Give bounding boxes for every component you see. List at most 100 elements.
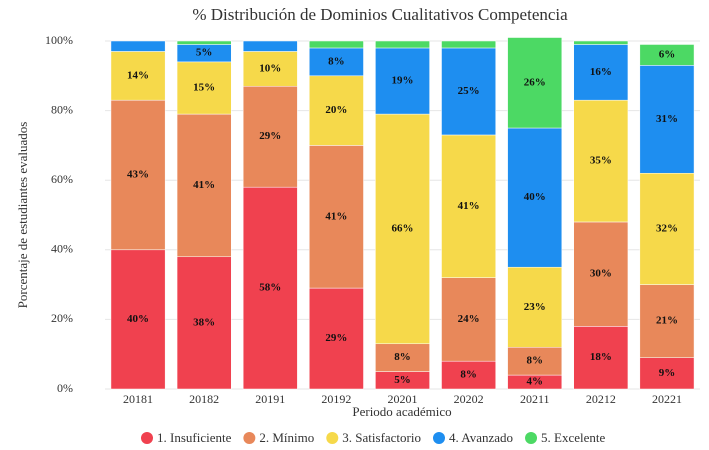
data-label: 31% <box>656 113 678 125</box>
data-label: 21% <box>656 315 678 327</box>
data-label: 15% <box>193 82 215 94</box>
bar-segment <box>309 145 364 289</box>
bar-segment <box>639 44 695 66</box>
x-tick-label: 20221 <box>652 392 682 406</box>
x-tick-label: 20192 <box>321 392 351 406</box>
data-label: 29% <box>325 332 347 344</box>
data-label: 20% <box>325 104 347 116</box>
data-label: 35% <box>590 155 612 167</box>
bar-segment <box>573 221 629 327</box>
data-label: 4% <box>526 376 543 388</box>
bar-segment <box>441 134 496 278</box>
bar-segment <box>309 47 364 77</box>
bar-segment <box>176 113 232 258</box>
chart-title: % Distribución de Dominios Cualitativos … <box>192 5 568 24</box>
bar-segment <box>375 47 430 115</box>
data-label: 8% <box>460 369 477 381</box>
bar-segment <box>639 284 695 358</box>
bar-segment <box>375 40 430 49</box>
bar-segment <box>375 343 430 372</box>
bar-segment <box>375 113 430 345</box>
bar-segment <box>507 127 563 268</box>
data-label: 40% <box>524 191 546 203</box>
legend-marker <box>433 432 445 444</box>
data-label: 8% <box>394 351 411 363</box>
bar-segment <box>639 357 695 390</box>
data-label: 9% <box>659 367 676 379</box>
data-label: 41% <box>193 179 215 191</box>
bar-segment <box>573 326 629 390</box>
data-label: 25% <box>458 85 480 97</box>
data-label: 38% <box>193 316 215 328</box>
data-label: 8% <box>328 55 345 67</box>
data-label: 18% <box>590 351 612 363</box>
data-label: 6% <box>659 48 676 60</box>
bar-segment <box>441 40 496 49</box>
data-label: 19% <box>392 75 414 87</box>
bar-segment <box>176 61 232 115</box>
legend-label: 3. Satisfactorio <box>342 430 421 445</box>
x-axis-label: Periodo académico <box>352 404 451 419</box>
bar-segment <box>110 99 166 251</box>
data-label: 10% <box>259 62 281 74</box>
data-label: 30% <box>590 268 612 280</box>
bar-segment <box>309 75 364 146</box>
legend-marker <box>141 432 153 444</box>
bar-segment <box>309 287 364 390</box>
legend-marker <box>326 432 339 444</box>
data-label: 29% <box>259 130 281 142</box>
bar-segment <box>573 99 629 223</box>
bar-segment <box>110 249 166 390</box>
data-label: 66% <box>392 222 414 234</box>
bar-segment <box>639 172 695 285</box>
legend-label: 4. Avanzado <box>449 430 513 445</box>
data-label: 43% <box>127 169 149 181</box>
bar-segment <box>507 346 563 376</box>
y-tick-label: 60% <box>51 172 73 186</box>
data-label: 32% <box>656 222 678 234</box>
legend-marker <box>243 432 256 444</box>
bar-segment <box>110 51 166 101</box>
x-tick-label: 20201 <box>388 392 418 406</box>
x-tick-label: 20181 <box>123 392 153 406</box>
bar-segment <box>242 85 298 188</box>
data-label: 5% <box>196 47 213 59</box>
data-label: 14% <box>127 69 149 81</box>
data-label: 16% <box>590 66 612 78</box>
y-tick-label: 20% <box>51 311 73 325</box>
y-tick-label: 80% <box>51 102 73 116</box>
x-tick-label: 20182 <box>189 392 219 406</box>
y-tick-label: 40% <box>51 242 73 256</box>
legend-label: 5. Excelente <box>541 430 605 445</box>
x-tick-label: 20211 <box>520 392 550 406</box>
x-tick-label: 20212 <box>586 392 616 406</box>
legend-label: 1. Insuficiente <box>157 430 232 445</box>
x-tick-label: 20202 <box>454 392 484 406</box>
bar-segment <box>242 51 298 87</box>
data-label: 41% <box>325 210 347 222</box>
data-label: 26% <box>524 76 546 88</box>
bar-segment <box>507 37 563 129</box>
bar-segment <box>176 40 232 45</box>
data-label: 41% <box>458 200 480 212</box>
bar-segment <box>242 40 298 52</box>
x-tick-label: 20191 <box>255 392 285 406</box>
legend-label: 2. Mínimo <box>259 430 314 445</box>
bar-segment <box>573 44 629 101</box>
data-label: 23% <box>524 301 546 313</box>
legend-marker <box>525 432 538 444</box>
y-axis-label: Porcentaje de estudiantes evaluados <box>15 122 30 309</box>
y-tick-label: 0% <box>57 381 73 395</box>
y-tick-label: 100% <box>45 33 73 47</box>
bar-segment <box>110 40 166 52</box>
bar-segment <box>573 40 629 45</box>
data-label: 40% <box>127 313 149 325</box>
bar-segment <box>441 47 496 136</box>
bar-segment <box>309 40 364 49</box>
bar-segment <box>441 360 496 390</box>
bar-segment <box>639 65 695 174</box>
data-label: 5% <box>394 374 411 386</box>
data-label: 58% <box>259 282 281 294</box>
bar-segment <box>507 266 563 348</box>
